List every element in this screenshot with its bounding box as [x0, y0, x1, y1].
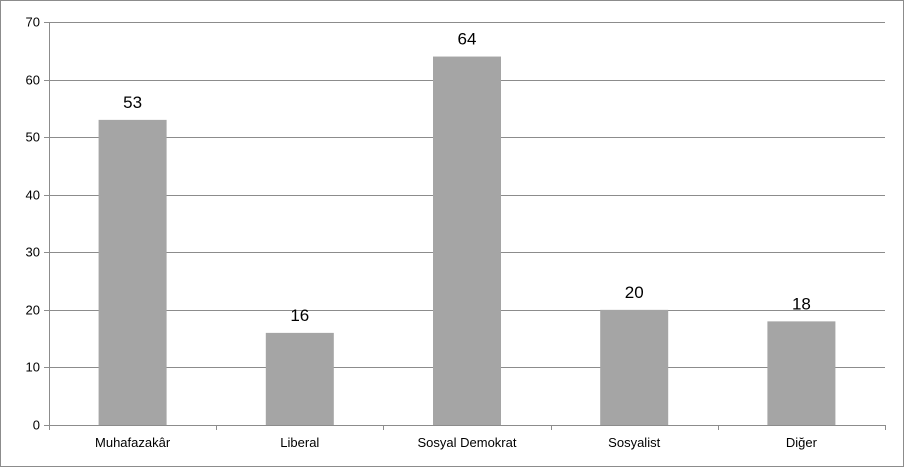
x-tick-label: Diğer: [786, 435, 818, 450]
data-label: 20: [625, 283, 644, 302]
y-tick-label: 30: [26, 245, 40, 260]
data-labels: 53 16 64 20 18: [123, 30, 811, 325]
x-tick-label: Muhafazakâr: [95, 435, 171, 450]
data-label: 18: [792, 294, 811, 313]
bar: [265, 332, 334, 425]
y-axis-tick-labels: 0 10 20 30 40 50 60 70: [26, 15, 40, 433]
x-tick-label: Liberal: [280, 435, 319, 450]
data-label: 53: [123, 93, 142, 112]
data-label: 16: [290, 306, 309, 325]
y-tick-label: 10: [26, 360, 40, 375]
bar: [600, 309, 669, 425]
y-tick-label: 60: [26, 73, 40, 88]
y-tick-label: 20: [26, 303, 40, 318]
bar: [767, 321, 836, 425]
y-tick-label: 40: [26, 188, 40, 203]
y-tick-label: 50: [26, 130, 40, 145]
bar: [433, 56, 501, 426]
y-tick-label: 0: [33, 418, 40, 433]
bar: [98, 119, 167, 425]
x-axis-tick-labels: Muhafazakâr Liberal Sosyal Demokrat Sosyali…: [95, 435, 818, 450]
axes: [49, 22, 886, 430]
bars: [98, 56, 836, 426]
data-label: 64: [458, 30, 477, 49]
x-tick-label: Sosyal Demokrat: [418, 435, 517, 450]
x-tick-label: Sosyalist: [608, 435, 660, 450]
y-tick-label: 70: [26, 15, 40, 30]
